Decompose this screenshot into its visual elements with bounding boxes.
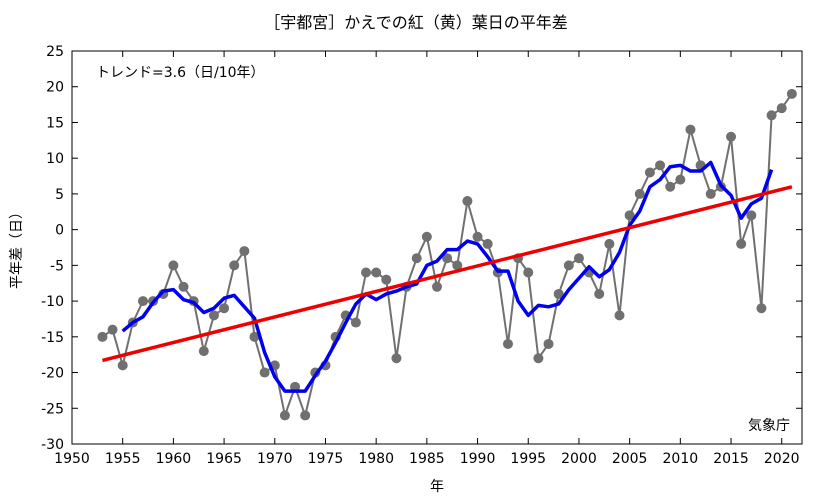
y-tick-label: -20 [41,366,64,382]
annual-point [644,167,655,178]
x-tick-label: 1990 [460,451,496,467]
annual-point [432,281,442,292]
annual-point [523,267,534,278]
annual-point [624,210,635,221]
annual-point [239,246,250,257]
annual-point [249,331,260,342]
chart-title: ［宇都宮］かえでの紅（黄）葉日の平年差 [264,13,568,32]
annual-point [219,303,230,314]
y-tick-label: 0 [55,223,64,239]
annual-point [442,253,453,264]
annual-point [279,410,290,421]
y-tick-label: -25 [41,401,64,417]
annual-point [746,210,757,221]
annual-point [411,253,422,264]
annual-point [563,260,574,271]
annual-point [117,360,128,371]
x-tick-label: 2000 [561,451,597,467]
x-tick-label: 1975 [308,451,344,467]
annual-point [391,353,402,364]
annual-point [766,110,777,121]
annual-point [168,260,179,271]
annual-point [726,131,737,142]
annual-point [655,160,666,171]
annual-point [259,367,270,378]
y-tick-label: 20 [46,80,64,96]
annual-point [594,288,605,299]
series-layer [97,88,797,421]
annual-point [371,267,382,278]
x-axis-title: 年 [430,479,444,495]
annual-point [502,338,513,349]
annual-point [786,88,797,99]
moving-average-line [121,160,774,393]
y-axis: -30 -25 -20 -15 -10 -5 0 5 10 15 20 25 [41,44,802,453]
annual-point [290,381,301,392]
annual-point [381,274,392,285]
annual-point [533,353,544,364]
x-tick-label: 1985 [409,451,445,467]
x-axis: 1950 1955 1960 1965 1970 1975 1980 1985 1990 1995… [54,51,800,467]
x-tick-label: 1980 [358,451,394,467]
annual-point [685,124,696,135]
annual-point [614,310,625,321]
annual-point [178,281,189,292]
annual-point [604,238,615,249]
annual-point [553,288,564,299]
annual-point [462,196,473,207]
y-tick-label: -30 [41,437,64,453]
annual-point [137,296,148,307]
annual-point [300,410,311,421]
annual-point [350,317,361,328]
y-tick-label: 10 [46,151,64,167]
annual-point [736,238,747,249]
x-tick-label: 1995 [510,451,546,467]
x-tick-label: 1965 [206,451,242,467]
trend-line [101,185,793,363]
x-tick-label: 2020 [764,451,800,467]
annual-point [472,231,483,242]
annual-point [421,231,432,242]
y-tick-label: 5 [55,187,64,203]
annual-point [665,181,676,192]
x-tick-label: 1960 [156,451,192,467]
x-tick-label: 2015 [713,451,749,467]
annual-point [198,346,209,357]
y-tick-label: -5 [50,258,64,274]
annual-point [543,338,554,349]
annual-point [482,238,493,249]
x-tick-label: 1955 [105,451,141,467]
source-label: 気象庁 [748,418,790,434]
trend-label: トレンド=3.6（日/10年） [96,65,265,81]
x-tick-label: 1950 [54,451,90,467]
y-tick-label: -10 [41,294,64,310]
annual-point [573,253,584,264]
annual-point [452,260,463,271]
y-tick-label: -15 [41,330,64,346]
y-axis-title: 平年差（日） [9,205,25,289]
annual-point [675,174,686,185]
annual-point [361,267,372,278]
x-tick-label: 2005 [612,451,648,467]
y-tick-label: 15 [46,115,64,131]
annual-point [705,188,716,199]
x-tick-label: 2010 [663,451,699,467]
annual-point [776,103,787,114]
annual-point [107,324,118,335]
y-tick-label: 25 [46,44,64,60]
annual-point [756,303,767,314]
annual-point [97,331,108,342]
plot-frame [71,50,803,445]
x-tick-label: 1970 [257,451,293,467]
annual-point [208,310,219,321]
annual-point [229,260,240,271]
annual-point [634,188,645,199]
